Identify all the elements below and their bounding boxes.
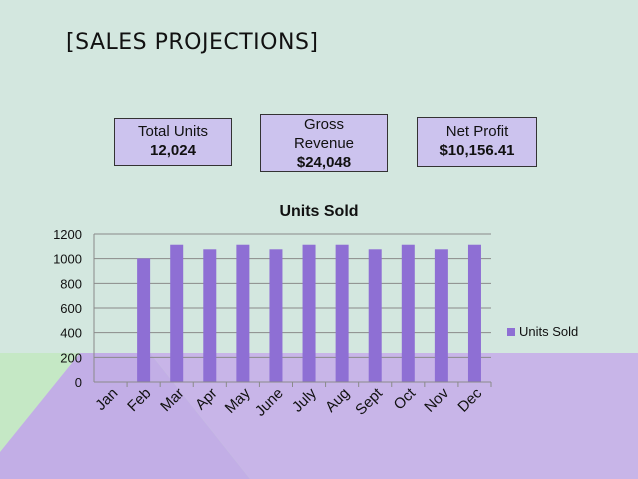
y-tick-label: 400 xyxy=(60,326,82,341)
bar-oct xyxy=(401,244,415,382)
x-tick-label: Dec xyxy=(454,384,485,415)
gross-revenue-label-line2: Revenue xyxy=(293,135,355,152)
x-tick-label: Feb xyxy=(124,385,154,415)
y-tick-label: 600 xyxy=(60,301,82,316)
x-tick-label: May xyxy=(222,384,254,416)
y-tick-label: 800 xyxy=(60,276,82,291)
legend-swatch xyxy=(507,327,515,336)
net-profit-value: $10,156.41 xyxy=(439,142,515,159)
chart-title: Units Sold xyxy=(279,203,358,220)
bar-july xyxy=(302,244,316,382)
x-tick-label: June xyxy=(252,385,287,420)
purple-band-corner xyxy=(0,353,250,479)
bar-sept xyxy=(368,249,382,382)
purple-band xyxy=(150,353,638,479)
x-tick-label: Mar xyxy=(157,385,187,415)
slide-title: [SALES PROJECTIONS] xyxy=(66,30,319,55)
y-tick-label: 0 xyxy=(75,375,82,390)
gross-revenue-box: Gross Revenue $24,048 xyxy=(260,114,388,172)
net-profit-label: Net Profit xyxy=(445,123,509,140)
y-tick-label: 200 xyxy=(60,350,82,365)
x-tick-label: Nov xyxy=(421,384,452,415)
gross-revenue-value: $24,048 xyxy=(296,154,352,171)
legend-label: Units Sold xyxy=(519,324,579,340)
total-units-label: Total Units xyxy=(137,123,209,140)
total-units-value: 12,024 xyxy=(150,142,196,159)
x-tick-label: Jan xyxy=(92,385,121,414)
x-tick-label: Oct xyxy=(391,384,420,413)
chart-legend: Units Sold xyxy=(507,323,578,339)
x-tick-label: Sept xyxy=(352,384,386,418)
net-profit-box: Net Profit $10,156.41 xyxy=(417,117,537,167)
y-tick-label: 1200 xyxy=(53,227,82,242)
bar-may xyxy=(236,244,250,382)
bar-dec xyxy=(467,244,481,382)
bar-feb xyxy=(137,258,151,382)
total-units-box: Total Units 12,024 xyxy=(114,118,232,166)
bar-nov xyxy=(434,249,448,382)
x-tick-label: Aug xyxy=(322,385,353,416)
gross-revenue-label-line1: Gross xyxy=(303,116,344,133)
bar-apr xyxy=(203,249,217,382)
x-tick-label: Apr xyxy=(192,385,221,414)
x-tick-label: July xyxy=(289,384,320,415)
bar-aug xyxy=(335,244,349,382)
bar-june xyxy=(269,249,283,382)
y-tick-label: 1000 xyxy=(53,252,82,267)
bar-mar xyxy=(170,244,184,382)
